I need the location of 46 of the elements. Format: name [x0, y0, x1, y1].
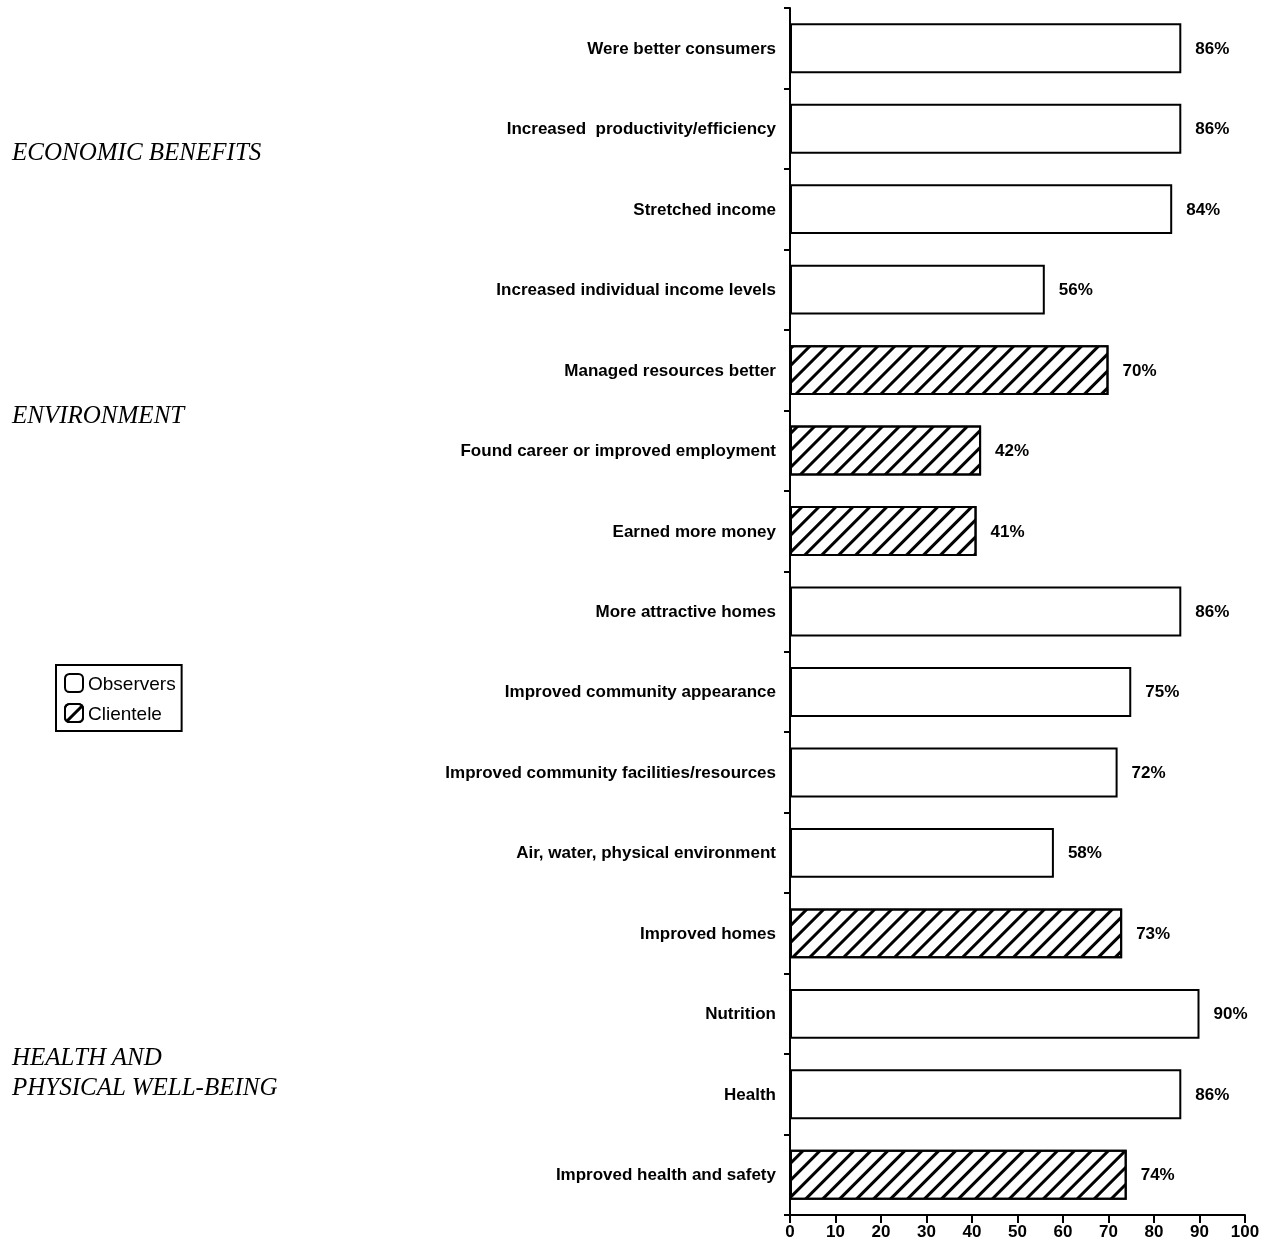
- legend-label: Observers: [88, 672, 176, 694]
- y-tick-label: Air, water, physical environment: [516, 843, 777, 863]
- data-label: 70%: [1122, 360, 1157, 380]
- y-tick-label: Found career or improved employment: [460, 441, 777, 461]
- y-tick-label: Managed resources better: [564, 360, 777, 380]
- data-label: 41%: [990, 521, 1025, 541]
- x-tick-label: 90: [1190, 1222, 1209, 1241]
- data-label: 56%: [1058, 280, 1093, 300]
- y-tick-label: Increased individual income levels: [496, 280, 776, 300]
- legend-label: Clientele: [88, 702, 162, 724]
- data-label: 73%: [1136, 923, 1171, 943]
- y-tick-label: Health: [724, 1084, 776, 1104]
- x-tick-label: 60: [1053, 1222, 1073, 1241]
- x-tick-label: 70: [1099, 1222, 1118, 1241]
- x-tick-label: 50: [1008, 1222, 1027, 1241]
- x-tick-label: 0: [785, 1222, 795, 1241]
- data-label: 86%: [1195, 602, 1230, 621]
- data-label: 42%: [995, 441, 1030, 461]
- x-tick-label: 40: [962, 1222, 982, 1241]
- x-tick-label: 100: [1230, 1222, 1260, 1241]
- data-label: 86%: [1195, 119, 1230, 139]
- x-tick-label: 10: [826, 1222, 845, 1241]
- data-label: 86%: [1195, 38, 1230, 58]
- y-tick-label: More attractive homes: [595, 602, 776, 621]
- text: ENVIRONMENT: [11, 400, 187, 428]
- data-label: 72%: [1131, 762, 1166, 782]
- y-tick-label: Improved community appearance: [504, 682, 776, 702]
- y-tick-label: Increased productivity/efficiency: [506, 119, 777, 139]
- y-tick-label: Nutrition: [705, 1004, 776, 1024]
- y-tick-label: Stretched income: [633, 199, 776, 219]
- x-tick-label: 20: [871, 1222, 891, 1241]
- text: HEALTH AND PHYSICAL WELL-BEING: [11, 1042, 278, 1100]
- data-label: 58%: [1067, 843, 1102, 863]
- text: ECONOMIC BENEFITS: [11, 137, 262, 165]
- x-tick-label: 80: [1144, 1222, 1164, 1241]
- y-tick-label: Improved homes: [639, 923, 776, 943]
- data-label: 86%: [1195, 1084, 1230, 1104]
- y-tick-label: Improved community facilities/resources: [445, 762, 776, 782]
- data-label: 75%: [1145, 682, 1180, 702]
- x-tick-label: 30: [917, 1222, 936, 1241]
- data-label: 74%: [1140, 1165, 1175, 1185]
- data-label: 90%: [1213, 1004, 1248, 1024]
- y-tick-label: Were better consumers: [587, 38, 776, 58]
- y-tick-label: Improved health and safety: [555, 1165, 777, 1185]
- y-tick-label: Earned more money: [612, 521, 777, 541]
- data-label: 84%: [1186, 199, 1221, 219]
